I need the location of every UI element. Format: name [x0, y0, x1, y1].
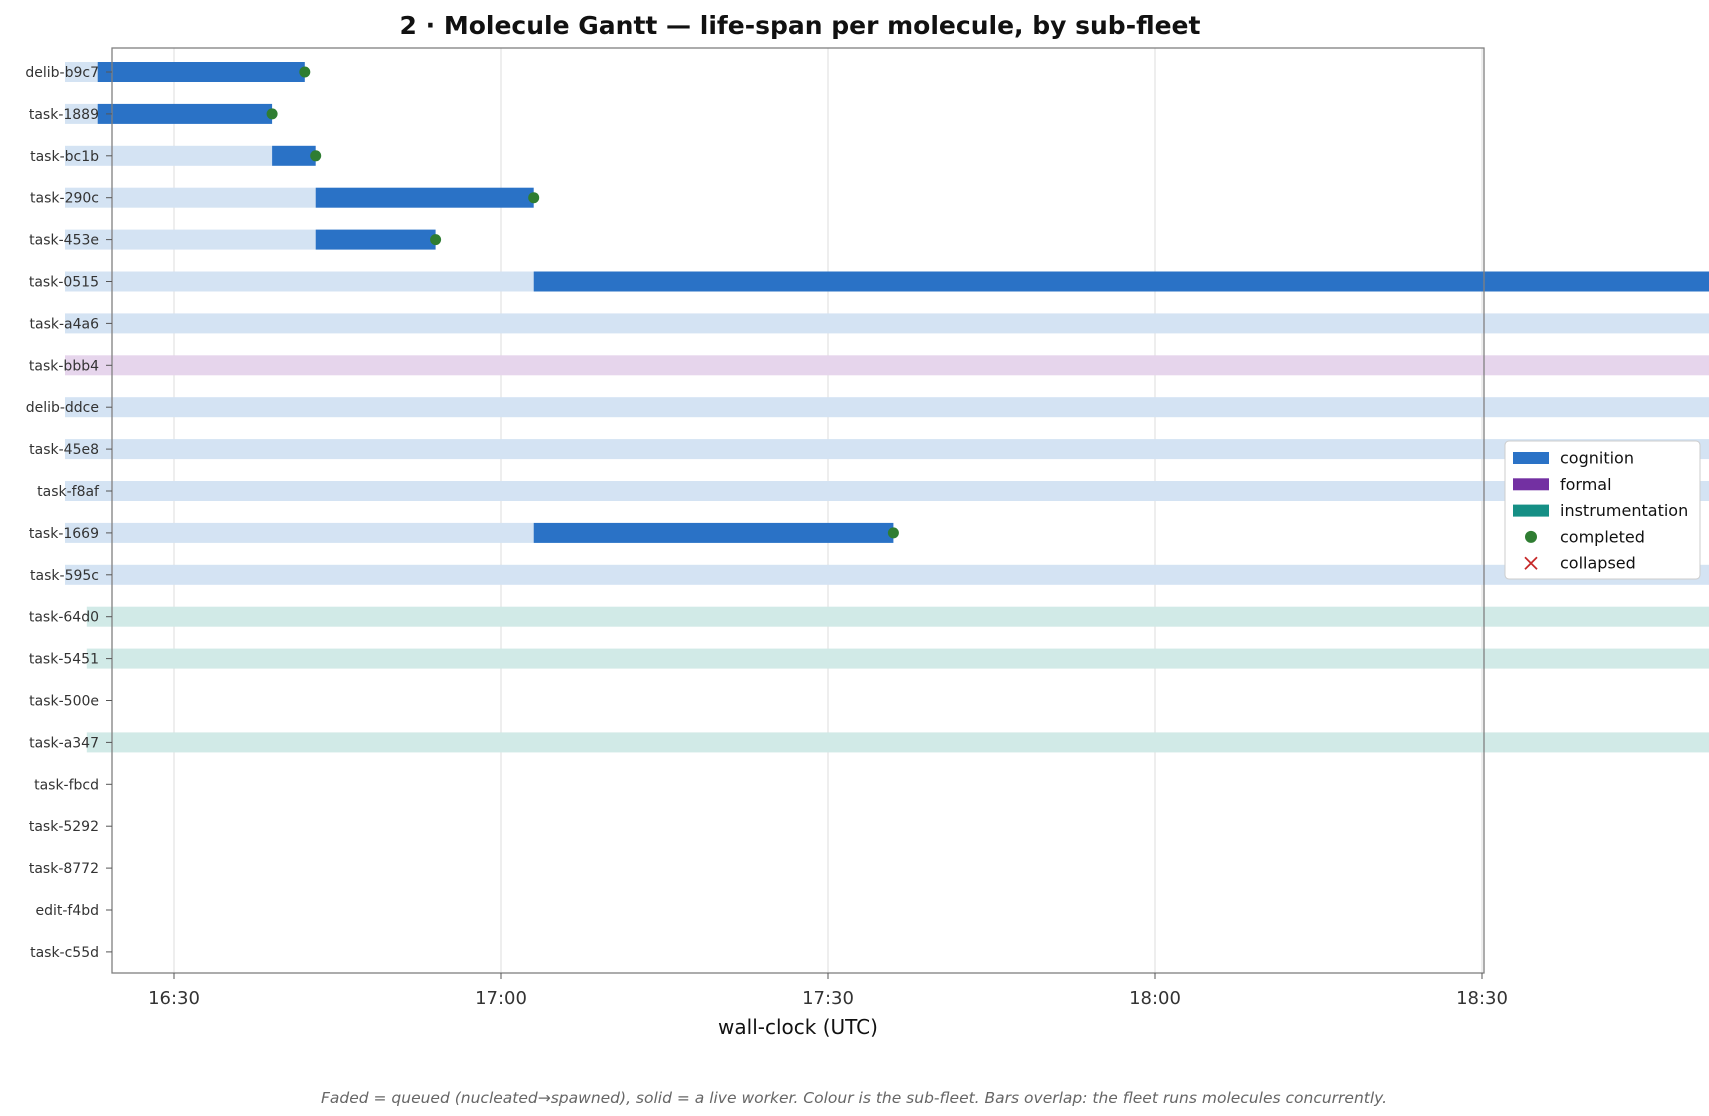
legend-swatch-collapsed: [1524, 556, 1538, 570]
queued-bar-task-bbb4: [65, 355, 1709, 376]
worker-bar-task-453e: [315, 229, 436, 250]
chart-title: 2 · Molecule Gantt — life-span per molec…: [400, 11, 1201, 40]
y-tick-label-20: edit-f4bd: [35, 903, 99, 919]
y-tick-label-0: delib-b9c7: [25, 65, 99, 81]
queued-bar-task-45e8: [65, 439, 1709, 460]
queued-bar-task-290c: [65, 187, 316, 208]
legend-label-instrumentation: instrumentation: [1560, 501, 1688, 520]
y-tick-label-9: task-45e8: [29, 442, 99, 458]
bars-layer: [65, 62, 1709, 753]
y-tick-label-7: task-bbb4: [29, 358, 99, 374]
legend-cross-b: [1524, 556, 1538, 570]
queued-bar-task-bc1b: [65, 145, 273, 166]
legend-box: [1504, 440, 1701, 580]
x-axis-label: wall-clock (UTC): [718, 1015, 878, 1039]
completed-dot-task-453e: [430, 234, 442, 246]
legend-swatch-cognition: [1513, 452, 1549, 464]
completed-dot-task-1889: [266, 108, 278, 120]
queued-bar-task-453e: [65, 229, 316, 250]
y-tick-label-14: task-5451: [29, 652, 99, 668]
y-tick-label-2: task-bc1b: [30, 149, 99, 165]
y-tick-label-19: task-8772: [29, 861, 99, 877]
queued-bar-task-0515: [65, 271, 534, 292]
legend-label-cognition: cognition: [1560, 449, 1634, 468]
worker-bar-task-1889: [97, 103, 273, 124]
y-tick-label-5: task-0515: [29, 275, 99, 291]
y-tick-label-6: task-a4a6: [30, 316, 100, 332]
chart-caption: Faded = queued (nucleated→spawned), soli…: [321, 1089, 1387, 1107]
worker-bar-task-290c: [315, 187, 534, 208]
markers-layer: [266, 66, 899, 539]
queued-bar-task-a4a6: [65, 313, 1709, 334]
completed-dot-task-290c: [528, 192, 540, 204]
legend-swatch-completed: [1525, 530, 1537, 543]
y-tick-label-10: task-f8af: [37, 484, 100, 500]
y-tick-label-3: task-290c: [30, 191, 99, 207]
worker-bar-task-0515: [533, 271, 1709, 292]
worker-bar-task-bc1b: [272, 145, 316, 166]
x-axis: 16:3017:0017:3018:0018:3019:0019:3020:00…: [148, 973, 1508, 1009]
completed-dot-delib-b9c7: [299, 66, 311, 78]
legend-label-collapsed: collapsed: [1560, 554, 1636, 573]
x-tick-label-3: 18:00: [1129, 988, 1181, 1009]
worker-bar-delib-b9c7: [97, 62, 305, 82]
y-tick-label-15: task-500e: [29, 694, 99, 710]
queued-bar-delib-ddce: [65, 397, 1709, 418]
y-tick-label-18: task-5292: [29, 819, 99, 835]
legend: cognition formal instrumentation completed c…: [1504, 440, 1701, 580]
y-tick-label-21: task-c55d: [30, 945, 99, 961]
x-tick-label-1: 17:00: [475, 988, 527, 1009]
legend-label-formal: formal: [1560, 475, 1612, 494]
queued-bar-task-f8af: [65, 481, 1709, 501]
queued-bar-task-64d0: [86, 606, 1709, 627]
legend-label-completed: completed: [1560, 527, 1645, 546]
y-tick-label-13: task-64d0: [29, 610, 99, 626]
y-tick-label-8: delib-ddce: [26, 400, 99, 416]
queued-bar-task-595c: [65, 564, 1709, 585]
queued-bar-task-1889: [65, 103, 98, 124]
plot-frame: [111, 47, 1485, 974]
queued-bar-delib-b9c7: [65, 62, 98, 82]
y-tick-label-17: task-fbcd: [34, 777, 99, 793]
x-tick-label-2: 17:30: [802, 988, 854, 1009]
completed-dot-task-bc1b: [310, 150, 322, 162]
y-tick-label-11: task-1669: [29, 526, 99, 542]
queued-bar-task-1669: [65, 522, 534, 543]
y-tick-label-4: task-453e: [29, 233, 99, 249]
queued-bar-task-5451: [86, 648, 1709, 669]
worker-bar-task-1669: [533, 522, 894, 543]
gridlines: [173, 48, 1483, 973]
x-tick-label-4: 18:30: [1456, 988, 1508, 1009]
y-tick-label-16: task-a347: [29, 735, 99, 751]
y-tick-label-1: task-1889: [29, 107, 99, 123]
y-axis: delib-b9c7 task-1889 task-bc1b task-290c tas…: [25, 65, 112, 961]
completed-dot-task-1669: [887, 527, 899, 539]
y-tick-label-12: task-595c: [30, 568, 99, 584]
queued-bar-task-a347: [86, 732, 1709, 753]
legend-swatch-instrumentation: [1513, 504, 1549, 517]
x-tick-label-0: 16:30: [148, 988, 200, 1009]
legend-swatch-formal: [1513, 478, 1549, 491]
